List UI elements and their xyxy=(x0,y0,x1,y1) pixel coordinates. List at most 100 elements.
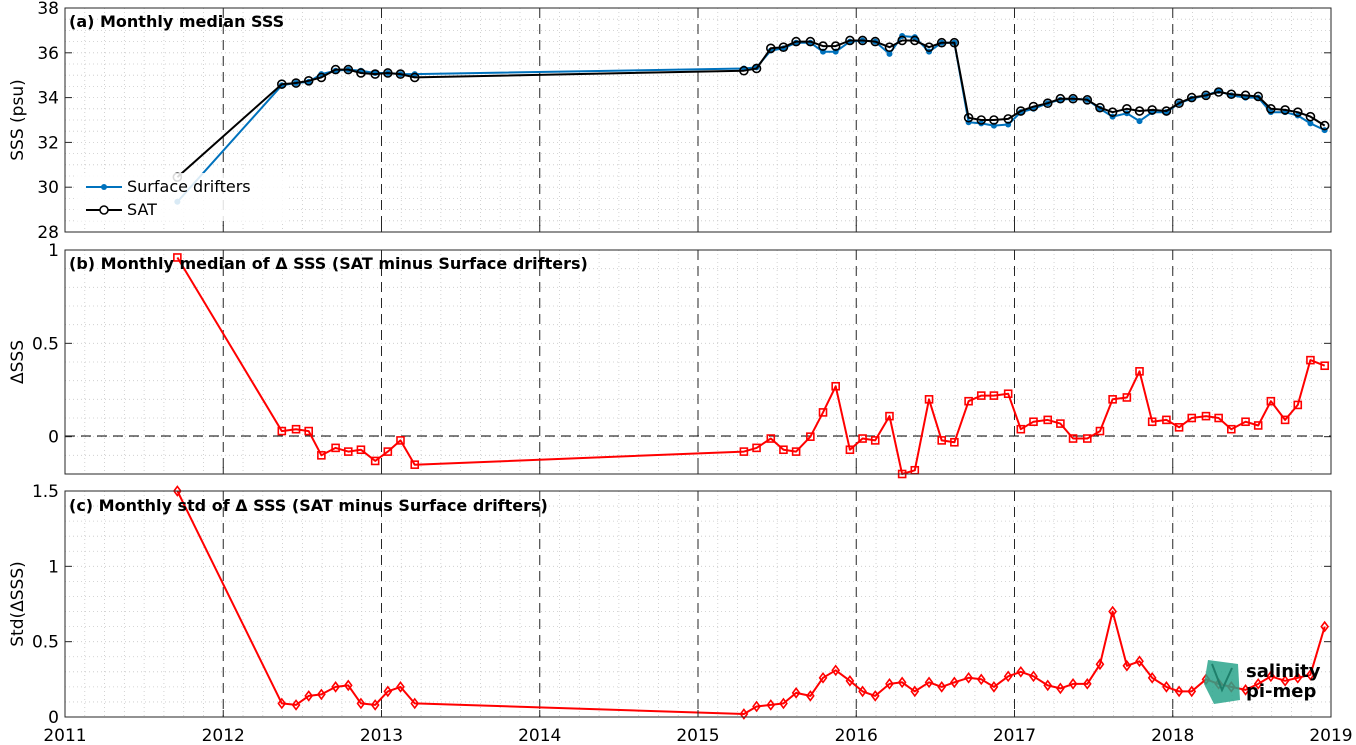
data-point xyxy=(1147,417,1157,427)
data-point xyxy=(1187,685,1197,698)
logo-text-salinity: salinity xyxy=(1246,661,1321,682)
data-point xyxy=(1029,670,1038,683)
data-point xyxy=(1122,393,1132,402)
data-point xyxy=(331,443,340,453)
data-point xyxy=(818,41,828,51)
data-point xyxy=(1003,670,1013,683)
data-point xyxy=(739,65,749,76)
data-point xyxy=(1162,415,1171,425)
data-point xyxy=(845,35,855,46)
panel-c: 00.511.5 2011 2012 2013 2014 2015 2016 2017 201… xyxy=(8,482,1353,745)
data-point xyxy=(316,72,327,83)
data-point xyxy=(410,460,420,469)
data-point xyxy=(277,697,287,710)
xtick-label: 2013 xyxy=(360,726,403,745)
data-point xyxy=(910,685,920,698)
data-point xyxy=(1280,415,1290,425)
data-point xyxy=(751,63,762,74)
data-point xyxy=(1055,93,1066,104)
panel-a-ylabel: SSS (psu) xyxy=(8,79,28,160)
data-point xyxy=(172,485,182,497)
data-point xyxy=(343,447,353,456)
data-point xyxy=(845,675,855,687)
data-point xyxy=(870,690,880,702)
logo-text-pi-mep: pi-mep xyxy=(1246,681,1316,702)
panel-c-title: (c) Monthly std of Δ SSS (SAT minus Surf… xyxy=(69,496,548,515)
panel-c-yticks: 0 0.5 1 1.5 xyxy=(32,482,1332,728)
data-point xyxy=(330,64,341,75)
data-point xyxy=(1162,681,1171,693)
data-point xyxy=(937,436,947,445)
data-point xyxy=(897,676,907,689)
xtick-label: 2014 xyxy=(518,726,561,745)
data-point xyxy=(370,456,380,466)
data-point xyxy=(1320,361,1329,371)
data-point xyxy=(395,69,406,79)
data-point xyxy=(1293,400,1303,410)
data-point xyxy=(739,447,749,456)
legend-marker-sat xyxy=(99,205,109,215)
data-point xyxy=(936,37,947,48)
data-point xyxy=(1147,671,1157,684)
data-point xyxy=(1003,389,1013,399)
data-point xyxy=(791,687,801,699)
data-point xyxy=(1213,87,1224,97)
data-point xyxy=(924,676,934,689)
data-point xyxy=(303,76,314,86)
panel-b-series xyxy=(173,253,1329,479)
ytick-label: 28 xyxy=(37,223,59,243)
data-point xyxy=(778,42,789,53)
data-point xyxy=(291,78,301,88)
data-point xyxy=(383,68,393,78)
data-point xyxy=(1028,101,1039,112)
ytick-label: 0 xyxy=(48,708,59,728)
ytick-label: 0.5 xyxy=(32,633,59,653)
ytick-label: 32 xyxy=(37,133,59,153)
data-point xyxy=(317,451,326,460)
data-point xyxy=(1136,118,1143,125)
data-point xyxy=(396,436,405,445)
data-point xyxy=(964,671,973,684)
data-point xyxy=(1056,419,1065,428)
data-point xyxy=(805,690,815,702)
ytick-label: 0.5 xyxy=(32,334,59,354)
data-point xyxy=(1306,355,1315,365)
data-point xyxy=(886,50,893,57)
data-point xyxy=(370,69,380,79)
data-point xyxy=(1241,417,1250,427)
data-point xyxy=(791,447,801,456)
data-point xyxy=(1016,665,1026,678)
data-point xyxy=(857,35,868,46)
data-point xyxy=(1003,114,1013,124)
xtick-label: 2011 xyxy=(43,726,86,745)
data-point xyxy=(1068,434,1078,443)
data-point xyxy=(1280,105,1290,115)
data-point xyxy=(304,426,314,436)
data-point xyxy=(343,64,354,75)
panel-a-series xyxy=(172,33,1330,205)
data-point xyxy=(277,426,287,436)
data-point xyxy=(277,79,287,89)
data-point xyxy=(949,676,959,689)
data-point xyxy=(1135,367,1144,376)
ytick-label: 30 xyxy=(37,178,59,198)
legend: Surface drifters SAT xyxy=(76,173,286,221)
data-point xyxy=(1068,678,1078,690)
data-point xyxy=(858,685,867,698)
panel-b: 0 0.5 1 (b) Monthly median of Δ SSS (SAT m… xyxy=(8,241,1332,479)
data-point xyxy=(1029,417,1038,427)
data-point xyxy=(818,671,828,684)
data-point xyxy=(976,673,986,686)
data-point xyxy=(831,381,840,391)
data-point xyxy=(1253,678,1263,690)
data-point xyxy=(1227,424,1236,434)
ytick-label: 36 xyxy=(37,44,59,64)
xtick-label: 2017 xyxy=(993,726,1036,745)
data-point xyxy=(1305,111,1316,122)
data-point xyxy=(1016,106,1026,116)
data-point xyxy=(1320,620,1330,633)
data-point xyxy=(885,678,894,690)
xtick-label: 2018 xyxy=(1151,726,1194,745)
data-point xyxy=(885,411,894,421)
